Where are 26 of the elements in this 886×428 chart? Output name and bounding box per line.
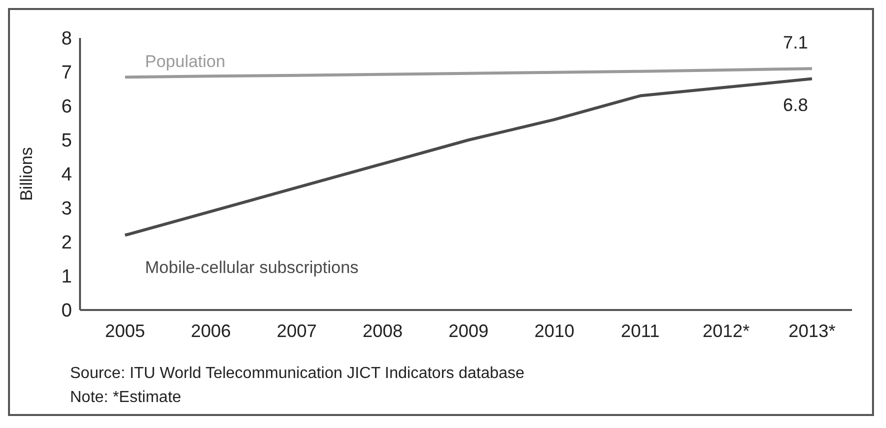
y-tick-label: 0 [61, 300, 72, 322]
x-tick-label: 2013* [788, 320, 836, 341]
y-tick-label: 5 [61, 130, 72, 152]
x-tick-label: 2008 [362, 320, 403, 341]
x-tick-label: 2010 [534, 320, 574, 341]
series-label: Population [145, 52, 226, 72]
y-tick-label: 4 [61, 164, 72, 186]
text: Note: *Estimate [70, 388, 182, 408]
x-tick-label: 2011 [620, 320, 660, 341]
data-label: 6.8 [782, 94, 808, 115]
y-tick-label: 8 [61, 28, 72, 50]
y-tick-label: 7 [61, 62, 72, 84]
x-tick-label: 2009 [448, 320, 489, 341]
line-series [124, 77, 814, 237]
x-tick-label: 2006 [190, 320, 231, 341]
y-tick-label: 1 [61, 266, 72, 288]
source-note: Source: ITU World Telecommunication JICT Indicators database [70, 364, 524, 384]
y-tick-label: 2 [61, 232, 72, 254]
y-axis-title: Billions [17, 147, 36, 201]
y-tick-label: 3 [61, 198, 72, 220]
y-tick-label: 6 [61, 96, 72, 118]
data-label: 7.1 [782, 32, 808, 53]
x-tick-label: 2005 [104, 320, 146, 341]
x-tick-label: 2007 [276, 320, 317, 341]
x-tick-label: 2012* [702, 320, 750, 341]
series-label: Mobile-cellular subscriptions [145, 258, 359, 278]
